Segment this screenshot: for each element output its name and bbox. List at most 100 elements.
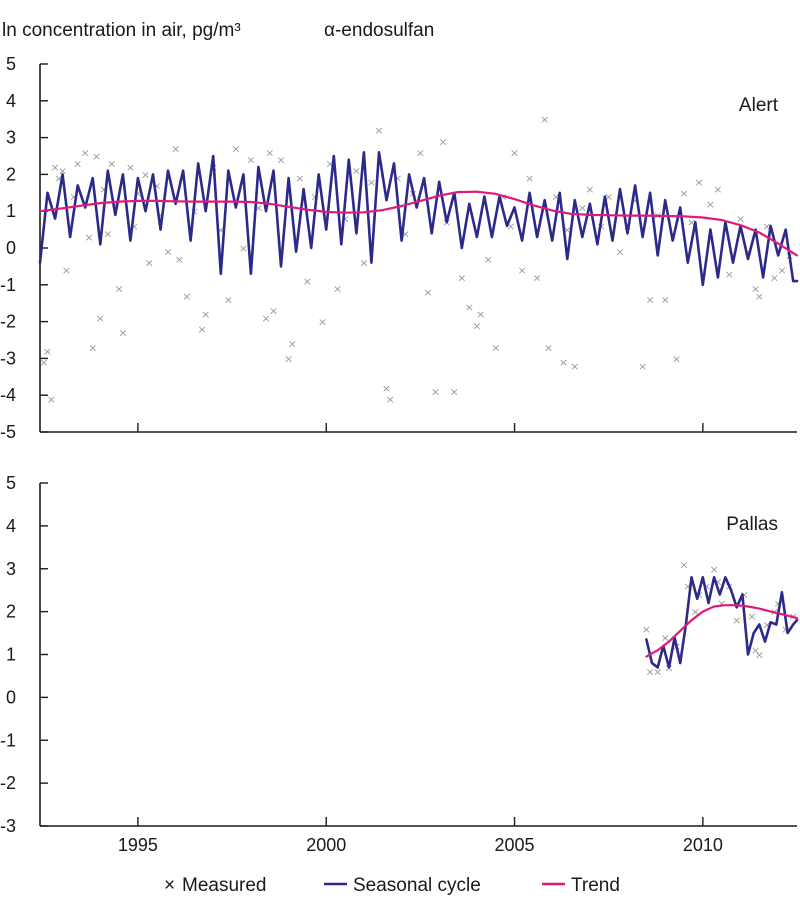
- measured-point: ×: [47, 393, 56, 406]
- measured-point: ×: [103, 227, 112, 240]
- measured-point: ×: [201, 308, 210, 321]
- measured-point: ×: [578, 202, 587, 215]
- measured-point: ×: [141, 168, 150, 181]
- trend-line: [38, 190, 799, 257]
- measured-point: ×: [751, 644, 760, 657]
- y-tick-label: 2: [6, 164, 16, 184]
- y-tick-label: 0: [6, 238, 16, 258]
- measured-point: ×: [747, 610, 756, 623]
- x-tick-label: 2010: [683, 835, 723, 855]
- measured-point: ×: [465, 301, 474, 314]
- measured-point: ×: [533, 271, 542, 284]
- measured-point: ×: [182, 290, 191, 303]
- measured-point: ×: [416, 146, 425, 159]
- y-tick-label: -4: [0, 385, 16, 405]
- measured-point: ×: [646, 666, 655, 679]
- measured-point: ×: [69, 190, 78, 203]
- measured-point: ×: [310, 190, 319, 203]
- measured-point: ×: [130, 220, 139, 233]
- measured-point: ×: [646, 294, 655, 307]
- measured-point: ×: [39, 356, 48, 369]
- y-tick-label: 5: [6, 473, 16, 493]
- measured-point: ×: [544, 341, 553, 354]
- measured-point: ×: [145, 257, 154, 270]
- measured-point: ×: [525, 172, 534, 185]
- measured-point: ×: [732, 614, 741, 627]
- measured-point: ×: [156, 209, 165, 222]
- measured-point: ×: [755, 649, 764, 662]
- measured-point: ×: [755, 290, 764, 303]
- measured-point: ×: [50, 161, 59, 174]
- y-axis-title: ln concentration in air, pg/m³: [2, 20, 241, 41]
- measured-point: ×: [84, 231, 93, 244]
- measured-point: ×: [642, 623, 651, 636]
- measured-point: ×: [540, 113, 549, 126]
- measured-point: ×: [570, 360, 579, 373]
- legend-measured-marker: ×: [164, 875, 175, 896]
- measured-point: ×: [423, 286, 432, 299]
- y-tick-label: 4: [6, 91, 16, 111]
- measured-point: ×: [62, 264, 71, 277]
- y-tick-label: -1: [0, 730, 16, 750]
- seasonal-cycle-line: [645, 575, 799, 669]
- measured-point: ×: [517, 264, 526, 277]
- measured-point: ×: [551, 190, 560, 203]
- measured-point: ×: [393, 172, 402, 185]
- x-tick-label: 2005: [495, 835, 535, 855]
- measured-point: ×: [96, 312, 105, 325]
- measured-point: ×: [683, 580, 692, 593]
- y-tick-label: 5: [6, 54, 16, 74]
- measured-point: ×: [638, 360, 647, 373]
- measured-point: ×: [713, 183, 722, 196]
- measured-point: ×: [661, 631, 670, 644]
- measured-point: ×: [254, 202, 263, 215]
- y-tick-label: 1: [6, 645, 16, 665]
- measured-point: ×: [246, 154, 255, 167]
- measured-point: ×: [295, 172, 304, 185]
- measured-point: ×: [197, 323, 206, 336]
- measured-point: ×: [706, 198, 715, 211]
- legend: × Measured Seasonal cycle Trend: [164, 875, 620, 896]
- measured-point: ×: [661, 294, 670, 307]
- measured-point: ×: [276, 154, 285, 167]
- measured-point: ×: [171, 143, 180, 156]
- measured-point: ×: [672, 352, 681, 365]
- measured-point: ×: [774, 597, 783, 610]
- measured-point: ×: [43, 345, 52, 358]
- legend-trend-label: Trend: [571, 875, 620, 896]
- measured-point: ×: [717, 597, 726, 610]
- measured-point: ×: [284, 352, 293, 365]
- measured-point: ×: [231, 143, 240, 156]
- measured-point: ×: [770, 271, 779, 284]
- x-tick-label: 2000: [306, 835, 346, 855]
- measured-point: ×: [710, 563, 719, 576]
- measured-point: ×: [333, 282, 342, 295]
- measured-point: ×: [781, 623, 790, 636]
- measured-point: ×: [691, 606, 700, 619]
- measured-point: ×: [450, 386, 459, 399]
- measured-point: ×: [152, 179, 161, 192]
- measured-point: ×: [318, 316, 327, 329]
- measured-point: ×: [679, 187, 688, 200]
- measured-point: ×: [269, 305, 278, 318]
- measured-point: ×: [653, 666, 662, 679]
- measured-point: ×: [118, 327, 127, 340]
- measured-point: ×: [303, 275, 312, 288]
- measured-point: ×: [401, 227, 410, 240]
- measured-point: ×: [472, 319, 481, 332]
- measured-point: ×: [386, 393, 395, 406]
- legend-seasonal-label: Seasonal cycle: [353, 875, 481, 896]
- measured-point: ×: [725, 268, 734, 281]
- trend-line: [645, 604, 799, 658]
- y-tick-label: -2: [0, 773, 16, 793]
- measured-point: ×: [559, 356, 568, 369]
- measured-point: ×: [239, 242, 248, 255]
- measured-point: ×: [367, 176, 376, 189]
- y-tick-label: -1: [0, 275, 16, 295]
- measured-point: ×: [743, 246, 752, 259]
- measured-point: ×: [604, 190, 613, 203]
- measured-point: ×: [687, 216, 696, 229]
- measured-point: ×: [762, 618, 771, 631]
